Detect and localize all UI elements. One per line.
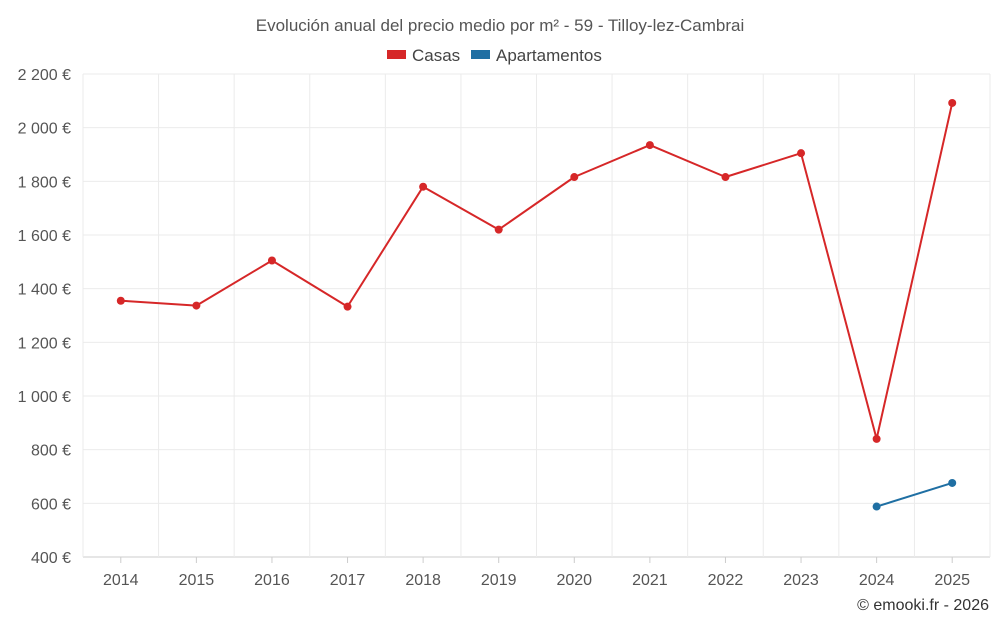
legend-item-casas[interactable]: Casas — [387, 46, 460, 65]
y-tick-label: 600 € — [31, 496, 71, 513]
data-point-casas[interactable] — [570, 173, 579, 182]
data-point-casas[interactable] — [343, 302, 352, 311]
y-tick-label: 1 000 € — [18, 389, 71, 406]
legend-item-apartamentos[interactable]: Apartamentos — [471, 46, 602, 65]
series-line-apartamentos — [876, 481, 953, 508]
data-point-casas[interactable] — [267, 256, 276, 265]
y-tick-label: 1 600 € — [18, 228, 71, 245]
y-tick-label: 1 200 € — [18, 335, 71, 352]
data-point-casas[interactable] — [494, 225, 503, 234]
x-tick-label: 2021 — [632, 572, 668, 589]
grid — [82, 73, 991, 563]
data-point-casas[interactable] — [116, 296, 125, 305]
x-tick-label: 2017 — [330, 572, 366, 589]
x-tick-label: 2024 — [859, 572, 895, 589]
x-tick-label: 2022 — [708, 572, 744, 589]
x-axis-ticks: 2014 2015 2016 2017 2018 2019 2020 2021 2022 2023… — [103, 572, 970, 589]
x-tick-label: 2020 — [556, 572, 592, 589]
data-point-casas[interactable] — [797, 149, 806, 158]
y-tick-label: 1 400 € — [18, 282, 71, 299]
x-tick-label: 2019 — [481, 572, 517, 589]
legend: Casas Apartamentos — [387, 46, 602, 65]
series-line-casas — [120, 102, 954, 440]
data-point-casas[interactable] — [419, 182, 428, 191]
x-tick-label: 2014 — [103, 572, 139, 589]
series-layer — [116, 98, 957, 511]
data-point-apartamentos[interactable] — [948, 478, 957, 487]
x-tick-label: 2025 — [934, 572, 970, 589]
data-point-apartamentos[interactable] — [872, 502, 881, 511]
data-point-casas[interactable] — [948, 98, 957, 107]
data-point-casas[interactable] — [645, 141, 654, 150]
y-tick-label: 400 € — [31, 550, 71, 567]
data-point-casas[interactable] — [721, 173, 730, 182]
chart-title: Evolución anual del precio medio por m² … — [256, 16, 744, 35]
credit-text: © emooki.fr - 2026 — [857, 597, 989, 614]
legend-swatch-apartamentos — [471, 50, 490, 59]
y-axis-ticks: 400 € 600 € 800 € 1 000 € 1 200 € 1 400 € 1 60… — [18, 67, 71, 567]
x-tick-label: 2023 — [783, 572, 819, 589]
data-point-casas[interactable] — [872, 434, 881, 443]
x-tick-label: 2016 — [254, 572, 290, 589]
y-tick-label: 2 200 € — [18, 67, 71, 84]
y-tick-label: 1 800 € — [18, 174, 71, 191]
y-tick-label: 2 000 € — [18, 121, 71, 138]
legend-label-casas: Casas — [412, 46, 460, 65]
legend-label-apartamentos: Apartamentos — [496, 46, 602, 65]
x-tick-label: 2018 — [405, 572, 441, 589]
legend-swatch-casas — [387, 50, 406, 59]
data-point-casas[interactable] — [192, 301, 201, 310]
y-tick-label: 800 € — [31, 443, 71, 460]
x-tick-label: 2015 — [179, 572, 215, 589]
